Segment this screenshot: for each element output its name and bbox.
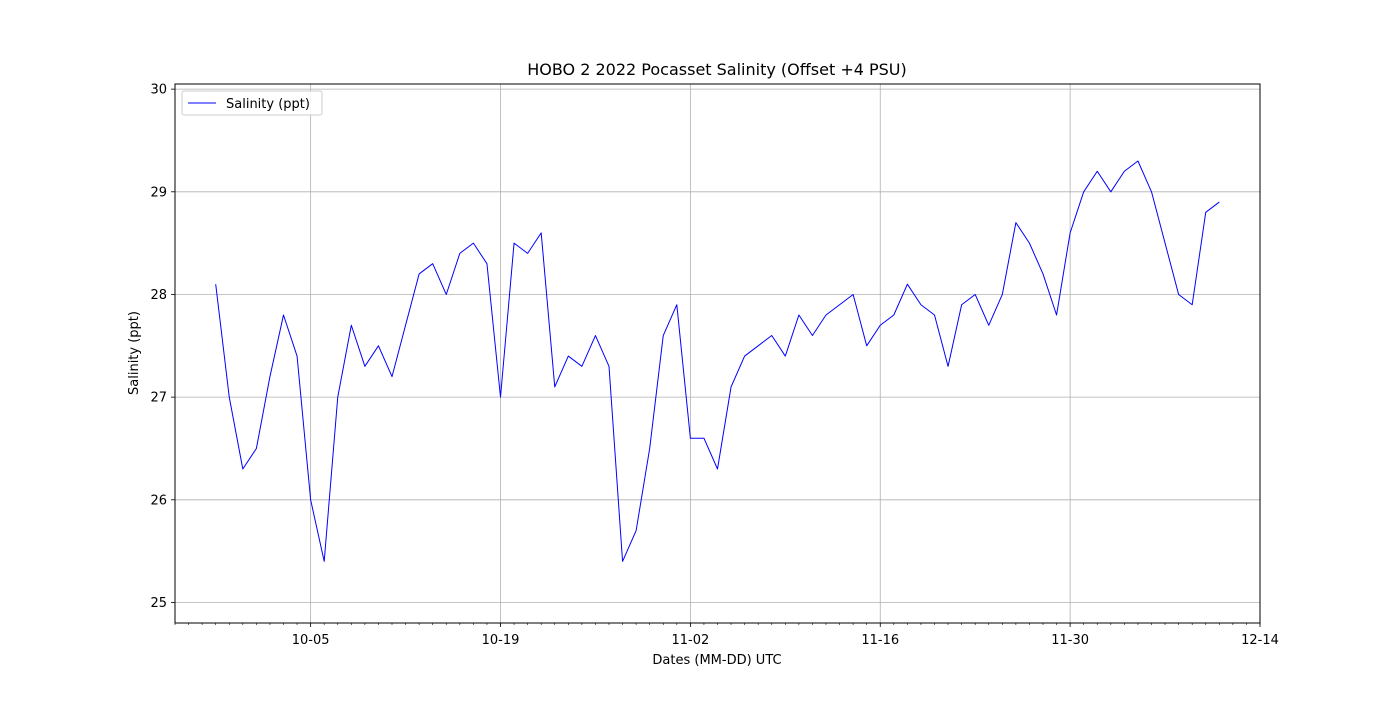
y-tick-label: 27 (150, 391, 167, 406)
y-tick-label: 25 (150, 596, 167, 611)
grid-lines (175, 84, 1261, 623)
y-tick-label: 26 (150, 493, 167, 508)
salinity-series-line (215, 160, 1220, 562)
y-tick-label: 29 (150, 185, 167, 200)
x-tick-label: 10-19 (482, 633, 520, 648)
legend: Salinity (ppt) (181, 90, 323, 116)
x-tick-label: 11-16 (861, 633, 899, 648)
y-tick-label: 28 (150, 288, 167, 303)
x-tick-label: 12-14 (1241, 633, 1279, 648)
x-axis-ticks: 10-05 10-19 11-02 11-16 11-30 12-14 (292, 623, 1279, 648)
legend-label: Salinity (ppt) (226, 97, 310, 112)
x-tick-label: 11-02 (671, 633, 709, 648)
chart-title: HOBO 2 2022 Pocasset Salinity (Offset +4… (527, 60, 907, 79)
x-tick-label: 10-05 (292, 633, 330, 648)
y-tick-label: 30 (150, 83, 167, 98)
y-axis-ticks: 25 26 27 28 29 30 (150, 83, 175, 611)
y-axis-label: Salinity (ppt) (127, 311, 142, 395)
plot-frame (174, 83, 1261, 624)
legend-box (181, 90, 323, 116)
x-tick-label: 11-30 (1051, 633, 1089, 648)
x-axis-label: Dates (MM-DD) UTC (652, 653, 781, 668)
series-layer (215, 160, 1220, 562)
